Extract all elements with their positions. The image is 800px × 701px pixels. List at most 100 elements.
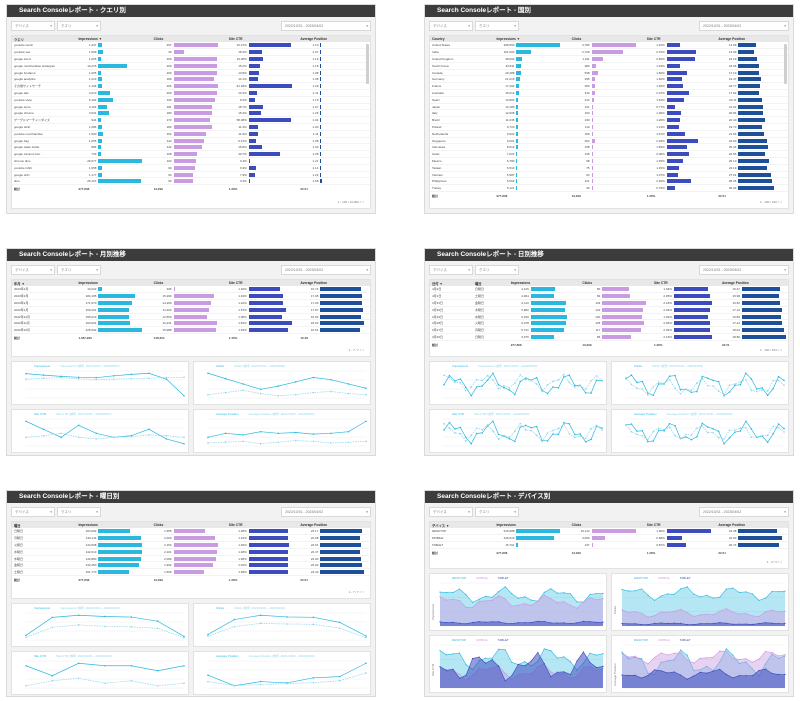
table-row[interactable]: google shirt 1,177 93 7.9% 1.22 bbox=[12, 171, 370, 179]
scrollbar[interactable] bbox=[366, 44, 369, 84]
table-row[interactable]: 3月27日 月曜日 5,741 117 2.04% 18.03 bbox=[430, 326, 788, 335]
column-header[interactable]: Impressions bbox=[508, 280, 581, 286]
table-row[interactable]: Israel 7,023 145 2.06% 22.56 bbox=[430, 150, 788, 159]
column-header[interactable]: デバイス ▼ bbox=[430, 522, 495, 528]
date-range-picker[interactable]: 2022/10/31 - 2023/04/02 ▾ bbox=[699, 265, 789, 275]
table-row[interactable]: chrome dino 26,077 104 0.4% 1.21 bbox=[12, 157, 370, 165]
table-row[interactable]: その他サイトサーチ 1,106 206 61.18% 1.29 bbox=[12, 82, 370, 91]
pagination[interactable]: 1 - 100 / 220 < > bbox=[759, 200, 782, 204]
device-filter[interactable]: デバイス ▾ bbox=[11, 21, 55, 31]
table-row[interactable]: google fundame 1,005 200 13.8% 1.08 bbox=[12, 69, 370, 77]
table-row[interactable]: Italy 12,008 163 1.36% 20.84 bbox=[430, 109, 788, 118]
table-row[interactable]: United States 308,560 3,780 1.22% 14.99 bbox=[430, 42, 788, 50]
table-row[interactable]: 2023年1月 159,201 13,404 1.57% 17.87 bbox=[12, 306, 370, 314]
table-row[interactable]: youtube shop 5,102 192 8.2% 1.15 bbox=[12, 96, 370, 104]
column-header[interactable]: Site CTR bbox=[644, 36, 717, 42]
date-range-picker[interactable]: 2022/10/31 - 2023/04/02 ▾ bbox=[699, 21, 789, 31]
table-row[interactable]: 3月31日 金曜日 6,110 133 2.18% 16.62 bbox=[430, 299, 788, 307]
column-header[interactable]: Clicks bbox=[151, 36, 227, 42]
column-header[interactable]: Clicks bbox=[580, 280, 652, 286]
column-header[interactable]: Impressions ▼ bbox=[494, 36, 570, 42]
device-filter[interactable]: デバイス ▾ bbox=[429, 507, 473, 517]
column-header[interactable]: Clicks bbox=[569, 522, 645, 528]
column-header[interactable]: Country bbox=[430, 36, 495, 42]
table-row[interactable]: Vietnam 5,987 64 1.07% 27.91 bbox=[430, 171, 788, 179]
column-header[interactable]: 曜日 bbox=[12, 522, 77, 528]
table-row[interactable]: 土曜日 101,770 1,506 1.48% 24.40 bbox=[12, 568, 370, 577]
column-header[interactable]: Average Position bbox=[719, 280, 788, 286]
column-header[interactable]: Average Position bbox=[298, 36, 370, 42]
date-range-picker[interactable]: 2022/10/31 - 2023/04/02 ▾ bbox=[281, 507, 371, 517]
table-row[interactable]: Indonesia 8,612 158 1.83% 25.44 bbox=[430, 143, 788, 152]
table-row[interactable]: 2023年2月 171,570 14,209 1.42% 17.03 bbox=[12, 299, 370, 307]
query-filter[interactable]: クエリ ▾ bbox=[475, 265, 519, 275]
date-range-picker[interactable]: 2022/10/31 - 2023/04/02 ▾ bbox=[699, 507, 789, 517]
column-header[interactable]: Site CTR bbox=[226, 280, 299, 286]
table-row[interactable]: DESKTOP 516,088 10,112 1.96% 19.38 bbox=[430, 528, 788, 536]
table-row[interactable]: Brazil 11,045 139 1.26% 22.40 bbox=[430, 116, 788, 125]
column-header[interactable]: Impressions bbox=[76, 280, 152, 286]
pagination[interactable]: 1 - 3 / 3 < > bbox=[766, 560, 782, 564]
table-row[interactable]: Turkey 5,121 39 0.76% 30.02 bbox=[430, 184, 788, 193]
table-row[interactable]: google analytics 1,213 189 13.1% 1.38 bbox=[12, 75, 370, 84]
table-row[interactable]: google chrome 3,631 180 15.3% 1.26 bbox=[12, 109, 370, 118]
table-row[interactable]: India 101,002 2,729 2.70% 13.09 bbox=[430, 48, 788, 57]
table-row[interactable]: 2022年11月 163,001 16,431 1.81% 18.02 bbox=[12, 319, 370, 328]
date-range-picker[interactable]: 2022/10/31 - 2023/04/02 ▾ bbox=[281, 265, 371, 275]
table-row[interactable]: 火曜日 144,508 2,154 1.49% 22.51 bbox=[12, 541, 370, 549]
table-row[interactable]: google tshirt 1,284 180 11.4% 1.00 bbox=[12, 123, 370, 131]
table-row[interactable]: Poland 9,710 110 1.13% 19.73 bbox=[430, 123, 788, 131]
table-row[interactable]: MOBILE 446,019 3,050 0.68% 22.63 bbox=[430, 534, 788, 543]
table-row[interactable]: 3月29日 水曜日 6,230 120 1.93% 16.84 bbox=[430, 313, 788, 321]
table-row[interactable]: Japan 13,180 101 0.77% 21.02 bbox=[430, 103, 788, 111]
column-header[interactable]: Average Position bbox=[298, 522, 370, 528]
column-header[interactable]: 日付 ▼ bbox=[430, 280, 473, 286]
table-row[interactable]: google water bottle 884 132 16.8% 1.00 bbox=[12, 143, 370, 152]
table-row[interactable]: google store 3,104 181 18.7% 1.07 bbox=[12, 103, 370, 111]
column-header[interactable]: Impressions bbox=[494, 522, 570, 528]
column-header[interactable]: Clicks bbox=[151, 280, 227, 286]
query-filter[interactable]: クエリ ▾ bbox=[475, 507, 519, 517]
device-filter[interactable]: デバイス ▾ bbox=[11, 265, 55, 275]
table-row[interactable]: dino 25,107 90 0.3% 1.68 bbox=[12, 177, 370, 186]
column-header[interactable]: 曜日 bbox=[472, 280, 509, 286]
column-header[interactable]: Clicks bbox=[151, 522, 227, 528]
query-filter[interactable]: クエリ ▾ bbox=[57, 507, 101, 517]
table-row[interactable]: 2022年12月 155,013 12,550 1.38% 16.92 bbox=[12, 313, 370, 321]
table-row[interactable]: Philippines 5,502 121 2.20% 28.35 bbox=[430, 177, 788, 186]
table-row[interactable]: Netherlands 9,522 159 1.67% 21.66 bbox=[430, 130, 788, 138]
table-row[interactable]: 月曜日 140,211 2,020 1.44% 22.08 bbox=[12, 534, 370, 543]
device-filter[interactable]: デバイス ▾ bbox=[11, 507, 55, 517]
device-filter[interactable]: デバイス ▾ bbox=[429, 265, 473, 275]
table-row[interactable]: France 17,202 250 1.45% 18.77 bbox=[430, 82, 788, 91]
table-row[interactable]: グーグルマーチャンダイズ 944 170 58.38% 1.04 bbox=[12, 116, 370, 125]
query-filter[interactable]: クエリ ▾ bbox=[475, 21, 519, 31]
column-header[interactable]: Average Position bbox=[716, 36, 788, 42]
pagination[interactable]: 1 - 7 / 7 < > bbox=[348, 348, 364, 352]
device-filter[interactable]: デバイス ▾ bbox=[429, 21, 473, 31]
table-row[interactable]: 2022年10月 225,002 15,988 1.63% 16.51 bbox=[12, 326, 370, 335]
table-row[interactable]: 4月1日 土曜日 4,004 82 2.05% 15.98 bbox=[430, 292, 788, 301]
column-header[interactable]: クエリ bbox=[12, 36, 77, 42]
column-header[interactable]: Average Position bbox=[298, 280, 370, 286]
table-row[interactable]: Taiwan 6,510 75 1.15% 24.19 bbox=[430, 164, 788, 172]
table-row[interactable]: google ads 4,013 200 10.4% 1.41 bbox=[12, 89, 370, 97]
table-row[interactable]: youtube merchandise 1,500 152 11.9% 1.11 bbox=[12, 130, 370, 138]
date-range-picker[interactable]: 2022/10/31 - 2023/04/02 ▾ bbox=[281, 21, 371, 31]
column-header[interactable]: Site CTR bbox=[226, 36, 299, 42]
table-row[interactable]: Canada 29,488 538 1.82% 17.19 bbox=[430, 69, 788, 77]
table-row[interactable]: google campus tour 733 108 40.7% 1.28 bbox=[12, 150, 370, 159]
table-row[interactable]: 金曜日 132,450 1,932 1.46% 23.02 bbox=[12, 561, 370, 570]
pagination[interactable]: 1 - 100 / 154 < > bbox=[759, 348, 782, 352]
column-header[interactable]: Impressions bbox=[76, 522, 152, 528]
table-row[interactable]: youtube tshirt 1,058 99 9.3% 1.14 bbox=[12, 164, 370, 172]
column-header[interactable]: 年月 ▼ bbox=[12, 280, 77, 286]
scrollbar[interactable] bbox=[784, 44, 787, 84]
column-header[interactable]: Site CTR bbox=[226, 522, 299, 528]
table-row[interactable]: South Korea 30,811 380 1.23% 18.06 bbox=[430, 62, 788, 70]
table-row[interactable]: google merchandise strategies 10,215 200 15… bbox=[12, 62, 370, 70]
table-row[interactable]: 2023年3月 184,165 15,299 1.43% 17.08 bbox=[12, 292, 370, 301]
table-row[interactable]: 木曜日 140,880 2,090 1.48% 22.90 bbox=[12, 555, 370, 563]
pagination[interactable]: 1 - 7 / 7 < > bbox=[348, 590, 364, 594]
column-header[interactable]: Site CTR bbox=[651, 280, 720, 286]
